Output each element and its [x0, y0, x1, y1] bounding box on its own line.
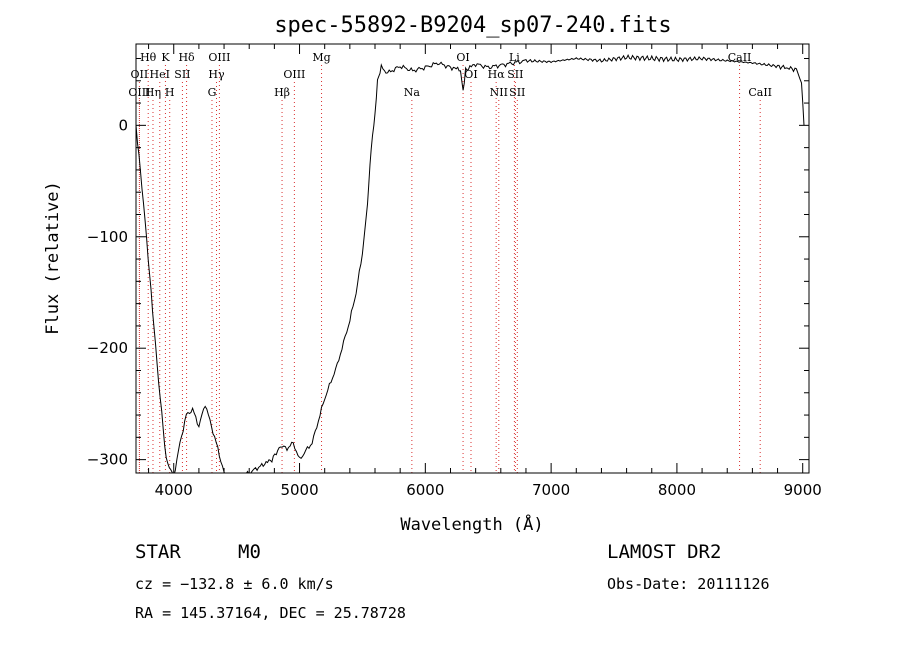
spectral-line-label: OI	[456, 51, 469, 64]
spectral-line-label: Hη	[145, 86, 161, 99]
obs-date-text: Obs-Date: 20111126	[607, 575, 770, 593]
spectral-line-label: Na	[404, 86, 421, 99]
redshift-text: cz = −132.8 ± 6.0 km/s	[135, 575, 334, 593]
spectral-line-label: OIII	[283, 68, 305, 81]
spectrum-line	[136, 54, 805, 473]
spectral-line-label: SII	[174, 68, 190, 81]
x-tick-label: 6000	[406, 481, 444, 499]
chart-title: spec-55892-B9204_sp07-240.fits	[274, 13, 671, 38]
axis-ticks: 4000 5000 6000 7000 8000 9000 0 −100 −200 −300	[87, 44, 822, 499]
plot-frame	[135, 43, 810, 474]
spectral-line-label: CaII	[748, 86, 772, 99]
y-tick-label: 0	[118, 116, 128, 134]
spectral-line-label: Mg	[312, 51, 330, 64]
spectral-line-label: SII	[509, 86, 525, 99]
spectral-line-label: Hδ	[178, 51, 195, 64]
spectral-line-label: Li	[509, 51, 520, 64]
x-tick-label: 5000	[280, 481, 318, 499]
spectral-line-label: Hθ	[140, 51, 157, 64]
survey-label: LAMOST DR2	[607, 541, 722, 563]
spectral-line-label: CaII	[728, 51, 752, 64]
spectral-line-label: OI	[464, 68, 477, 81]
spectral-line-label: G	[208, 86, 217, 99]
spectral-line-label: Hγ	[208, 68, 225, 81]
y-tick-label: −200	[87, 339, 128, 357]
x-tick-label: 4000	[155, 481, 193, 499]
x-axis-label: Wavelength (Å)	[400, 513, 543, 535]
y-tick-label: −100	[87, 228, 128, 246]
spectral-line-label: Hα	[488, 68, 506, 81]
y-axis-label: Flux (relative)	[43, 181, 63, 335]
x-tick-label: 7000	[532, 481, 570, 499]
coordinates-text: RA = 145.37164, DEC = 25.78728	[135, 604, 406, 622]
spectral-line-label: K	[161, 51, 170, 64]
spectral-line-label: NII	[490, 86, 508, 99]
subclass-label: M0	[238, 541, 261, 563]
plot-area	[136, 54, 805, 473]
spectral-line-label: SII	[507, 68, 523, 81]
spectral-line-label: OIII	[208, 51, 230, 64]
x-tick-label: 8000	[658, 481, 696, 499]
spectral-line-label: Hβ	[274, 86, 290, 99]
spectral-line-label: HeI	[150, 68, 170, 81]
class-label: STAR	[135, 541, 181, 563]
spectral-line-label: H	[165, 86, 175, 99]
y-tick-label: −300	[87, 451, 128, 469]
x-tick-label: 9000	[784, 481, 822, 499]
spectral-line-label: OIII	[128, 86, 150, 99]
spectral-line-label: OII	[131, 68, 149, 81]
